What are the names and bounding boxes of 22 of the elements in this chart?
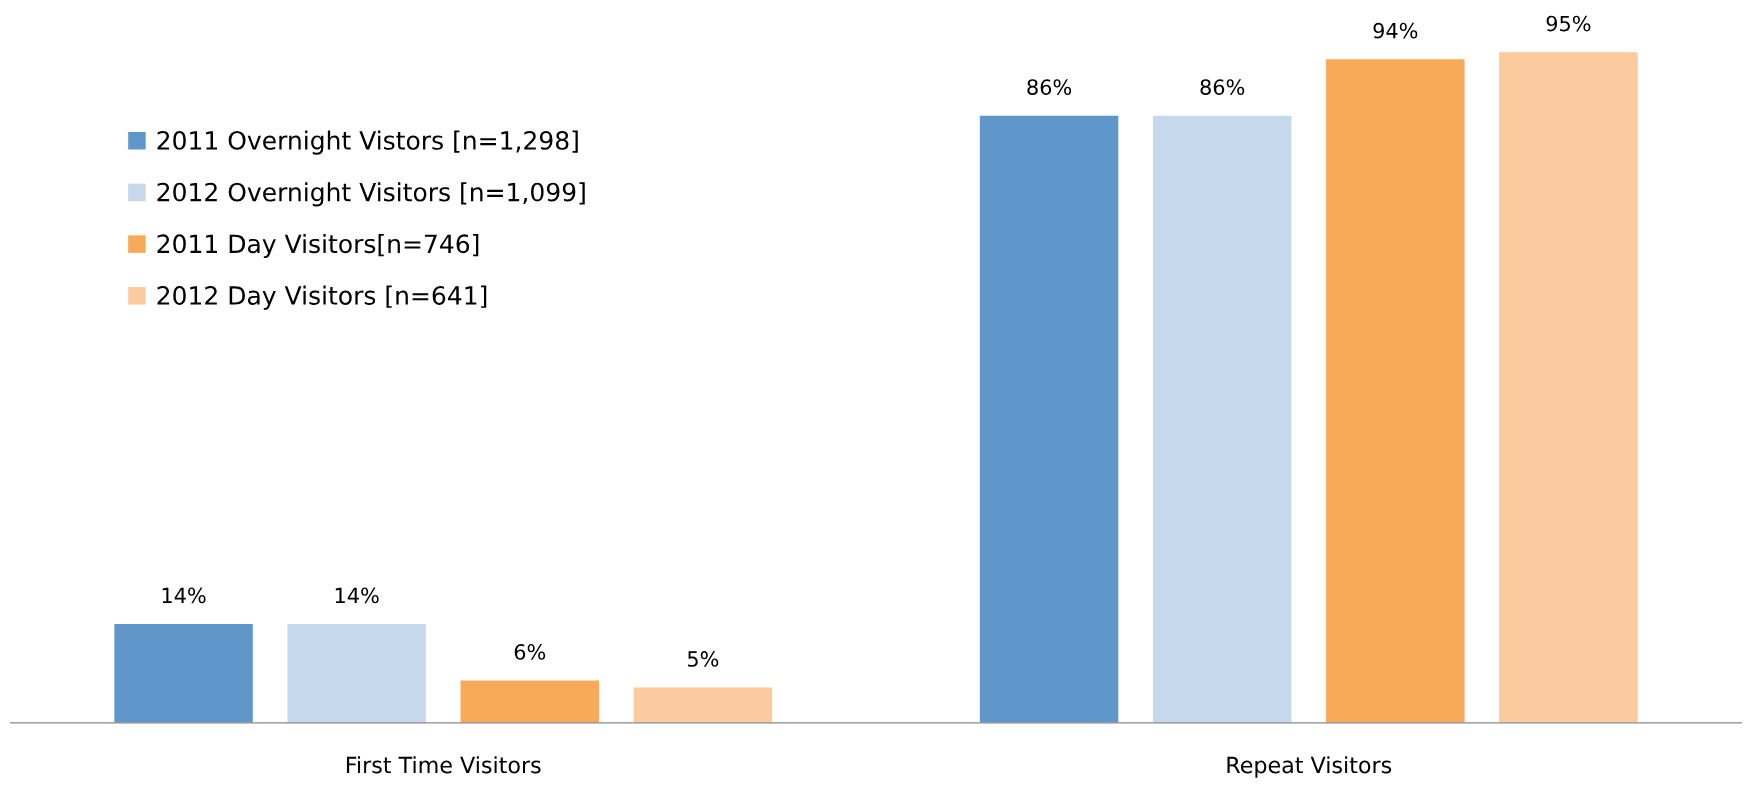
bar <box>1152 115 1292 723</box>
bar <box>287 624 426 723</box>
data-label: 86% <box>1200 79 1245 95</box>
data-label: 14% <box>335 587 379 604</box>
data-label: 5% <box>687 651 719 667</box>
data-label: 95% <box>1546 15 1591 32</box>
legend-label: 2011 Day Visitors[n=746] <box>157 233 479 259</box>
data-label: 94% <box>1373 22 1418 39</box>
legend-label: 2012 Overnight Visitors [n=1,099] <box>157 182 585 207</box>
x-tick-label: Repeat Visitors <box>1227 756 1392 778</box>
bar <box>114 624 253 723</box>
legend-label: 2011 Overnight Vistors [n=1,298] <box>157 130 578 155</box>
bar <box>979 115 1119 723</box>
bar <box>1326 59 1465 723</box>
data-label: 86% <box>1027 79 1072 95</box>
bar <box>633 687 773 723</box>
legend-label: 2012 Day Visitors [n=641] <box>157 285 487 310</box>
data-label: 14% <box>162 587 206 604</box>
data-label: 6% <box>514 644 546 660</box>
bar <box>1499 52 1638 723</box>
x-tick-label: First Time Visitors <box>346 756 541 774</box>
bar <box>460 680 600 723</box>
